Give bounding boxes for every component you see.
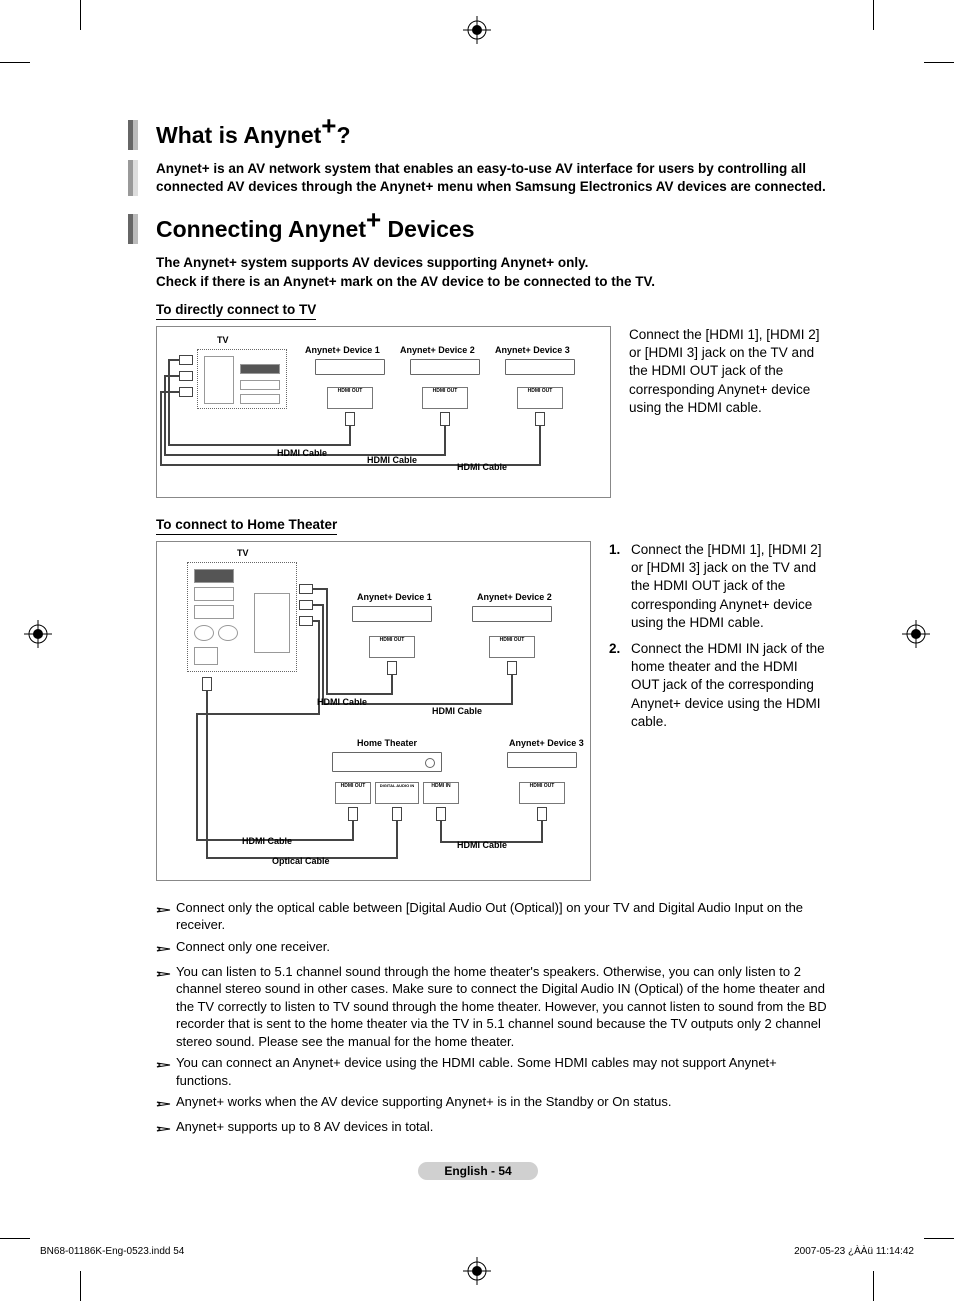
note-item: Connect only one receiver.: [156, 938, 828, 959]
notes-list: Connect only the optical cable between […: [156, 899, 828, 1139]
diagram-label-cable: HDMI Cable: [367, 455, 417, 465]
title-text: What is Anynet: [156, 122, 321, 148]
note-arrow-icon: [156, 1096, 176, 1114]
intro-line: The Anynet+ system supports AV devices s…: [156, 255, 588, 270]
note-item: Anynet+ works when the AV device support…: [156, 1093, 828, 1114]
plus-icon: +: [366, 204, 381, 234]
step-number: 1.: [609, 541, 631, 632]
accent-bar: [128, 120, 138, 150]
note-text: Connect only the optical cable between […: [176, 899, 828, 934]
step-text: Connect the HDMI IN jack of the home the…: [631, 640, 828, 731]
note-arrow-icon: [156, 1057, 176, 1089]
note-item: Anynet+ supports up to 8 AV devices in t…: [156, 1118, 828, 1139]
diagram-label-cable: HDMI Cable: [457, 840, 507, 850]
title-text: ?: [336, 122, 350, 148]
page-number-pill: English - 54: [418, 1162, 537, 1180]
note-item: You can listen to 5.1 channel sound thro…: [156, 963, 828, 1051]
intro-line: Check if there is an Anynet+ mark on the…: [156, 274, 655, 289]
crop-mark: [0, 1238, 30, 1239]
diagram-label-cable: HDMI Cable: [432, 706, 482, 716]
registration-mark-icon: [24, 620, 52, 648]
note-arrow-icon: [156, 902, 176, 934]
section-1-title: What is Anynet+?: [156, 122, 351, 149]
subsection-2-text: 1. Connect the [HDMI 1], [HDMI 2] or [HD…: [609, 541, 828, 739]
note-arrow-icon: [156, 966, 176, 1051]
footer-file: BN68-01186K-Eng-0523.indd 54: [40, 1246, 184, 1257]
section-2-title: Connecting Anynet+ Devices: [156, 216, 475, 243]
step-2: 2. Connect the HDMI IN jack of the home …: [609, 640, 828, 731]
registration-mark-icon: [463, 1257, 491, 1285]
plus-icon: +: [321, 110, 336, 140]
section-2-header: Connecting Anynet+ Devices: [128, 214, 828, 244]
accent-bar: [128, 214, 138, 244]
crop-mark: [924, 62, 954, 63]
diagram-label-cable: Optical Cable: [272, 856, 330, 866]
note-arrow-icon: [156, 941, 176, 959]
diagram-cables: [157, 327, 612, 499]
title-text: Devices: [381, 216, 474, 242]
accent-bar: [128, 160, 138, 196]
diagram-cables: [157, 542, 592, 882]
note-item: You can connect an Anynet+ device using …: [156, 1054, 828, 1089]
section-1-header: What is Anynet+?: [128, 120, 828, 150]
print-footer: BN68-01186K-Eng-0523.indd 54 2007-05-23 …: [40, 1246, 914, 1257]
registration-mark-icon: [463, 16, 491, 44]
page-footer: English - 54: [128, 1162, 828, 1180]
crop-mark: [873, 0, 874, 30]
step-number: 2.: [609, 640, 631, 731]
diagram-direct-connect: TV Anynet+ Device 1 Anynet+ Device 2 Any…: [156, 326, 611, 498]
title-text: Connecting Anynet: [156, 216, 366, 242]
note-text: Anynet+ supports up to 8 AV devices in t…: [176, 1118, 433, 1139]
step-1: 1. Connect the [HDMI 1], [HDMI 2] or [HD…: [609, 541, 828, 632]
step-text: Connect the [HDMI 1], [HDMI 2] or [HDMI …: [631, 541, 828, 632]
crop-mark: [0, 62, 30, 63]
note-text: You can connect an Anynet+ device using …: [176, 1054, 828, 1089]
subsection-1-text: Connect the [HDMI 1], [HDMI 2] or [HDMI …: [629, 326, 828, 417]
subsection-1-title: To directly connect to TV: [156, 302, 316, 320]
diagram-label-cable: HDMI Cable: [317, 697, 367, 707]
note-item: Connect only the optical cable between […: [156, 899, 828, 934]
note-arrow-icon: [156, 1121, 176, 1139]
page-content: What is Anynet+? Anynet+ is an AV networ…: [128, 120, 828, 1180]
crop-mark: [873, 1271, 874, 1301]
crop-mark: [80, 1271, 81, 1301]
diagram-label-cable: HDMI Cable: [457, 462, 507, 472]
note-text: You can listen to 5.1 channel sound thro…: [176, 963, 828, 1051]
note-text: Anynet+ works when the AV device support…: [176, 1093, 672, 1114]
footer-timestamp: 2007-05-23 ¿ÀÀü 11:14:42: [794, 1246, 914, 1257]
note-text: Connect only one receiver.: [176, 938, 330, 959]
crop-mark: [924, 1238, 954, 1239]
diagram-home-theater: TV Anynet+ Device 1 Anynet+ Device 2 Hom…: [156, 541, 591, 881]
registration-mark-icon: [902, 620, 930, 648]
intro-text: Anynet+ is an AV network system that ena…: [156, 160, 828, 196]
crop-mark: [80, 0, 81, 30]
subsection-2-title: To connect to Home Theater: [156, 517, 337, 535]
section-2-intro: The Anynet+ system supports AV devices s…: [156, 254, 828, 290]
section-1-intro: Anynet+ is an AV network system that ena…: [128, 160, 828, 196]
diagram-label-cable: HDMI Cable: [242, 836, 292, 846]
diagram-label-cable: HDMI Cable: [277, 448, 327, 458]
